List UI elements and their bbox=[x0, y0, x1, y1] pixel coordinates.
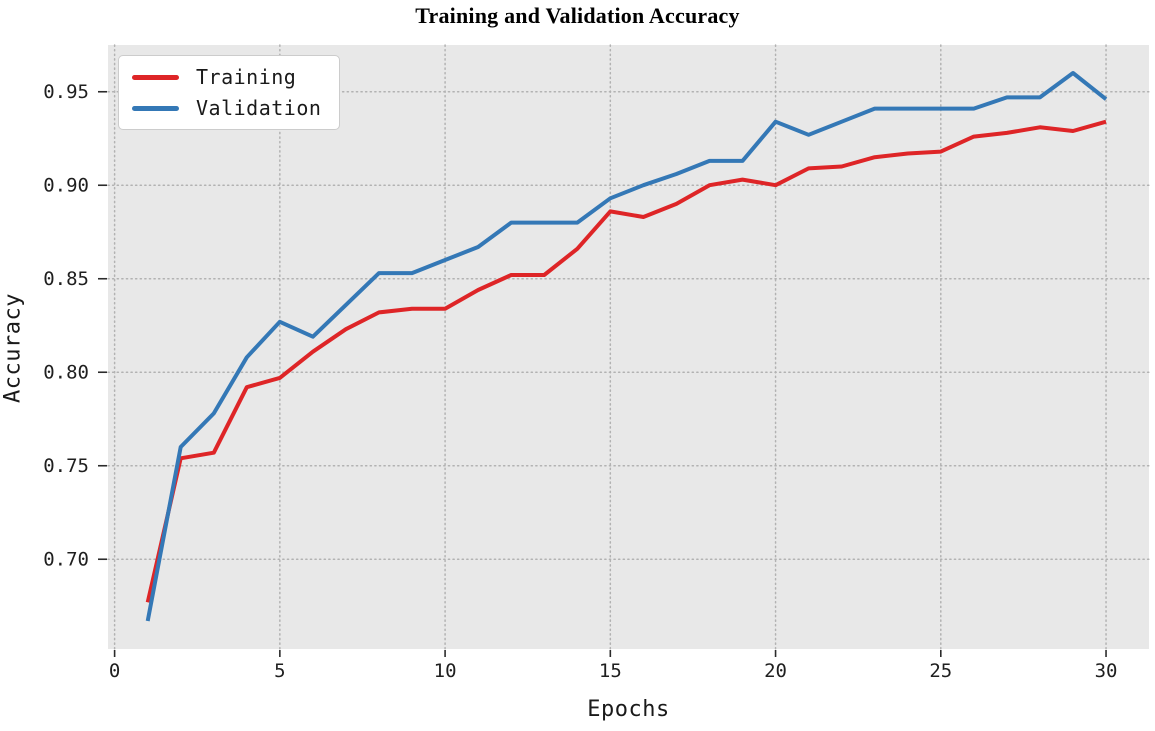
plot-area bbox=[108, 45, 1149, 649]
validation-line bbox=[145, 71, 1108, 622]
y-tick-label: 0.95 bbox=[43, 81, 89, 103]
chart-title: Training and Validation Accuracy bbox=[415, 3, 740, 28]
x-tick-label: 30 bbox=[1095, 660, 1118, 682]
x-axis-label: Epochs bbox=[587, 697, 670, 722]
grid-lines bbox=[107, 44, 1150, 650]
y-tick-label: 0.80 bbox=[43, 362, 89, 384]
x-tick-label: 0 bbox=[109, 660, 120, 682]
legend-label-training: Training bbox=[196, 65, 297, 89]
training-line-swatch bbox=[132, 74, 179, 80]
x-tick-label: 25 bbox=[929, 660, 952, 682]
y-tick-label: 0.70 bbox=[43, 549, 89, 571]
x-tick-label: 10 bbox=[434, 660, 457, 682]
y-tick-label: 0.85 bbox=[43, 268, 89, 290]
y-tick-label: 0.75 bbox=[43, 455, 89, 477]
legend-label-validation: Validation bbox=[196, 96, 322, 120]
x-tick-labels: 0 5 10 15 20 25 30 bbox=[109, 660, 1118, 682]
tick-marks bbox=[98, 90, 1107, 657]
y-axis-label: Accuracy bbox=[0, 293, 26, 403]
validation-line-swatch bbox=[132, 105, 179, 111]
y-tick-label: 0.90 bbox=[43, 175, 89, 197]
x-tick-label: 5 bbox=[274, 660, 285, 682]
x-tick-label: 20 bbox=[764, 660, 787, 682]
x-tick-label: 15 bbox=[599, 660, 622, 682]
training-line bbox=[145, 119, 1107, 603]
legend-box: Training Validation bbox=[118, 55, 341, 130]
legend-item-training: Training bbox=[132, 65, 321, 89]
legend-item-validation: Validation bbox=[132, 96, 322, 120]
y-tick-labels: 0.70 0.75 0.80 0.85 0.90 0.95 bbox=[43, 81, 89, 570]
